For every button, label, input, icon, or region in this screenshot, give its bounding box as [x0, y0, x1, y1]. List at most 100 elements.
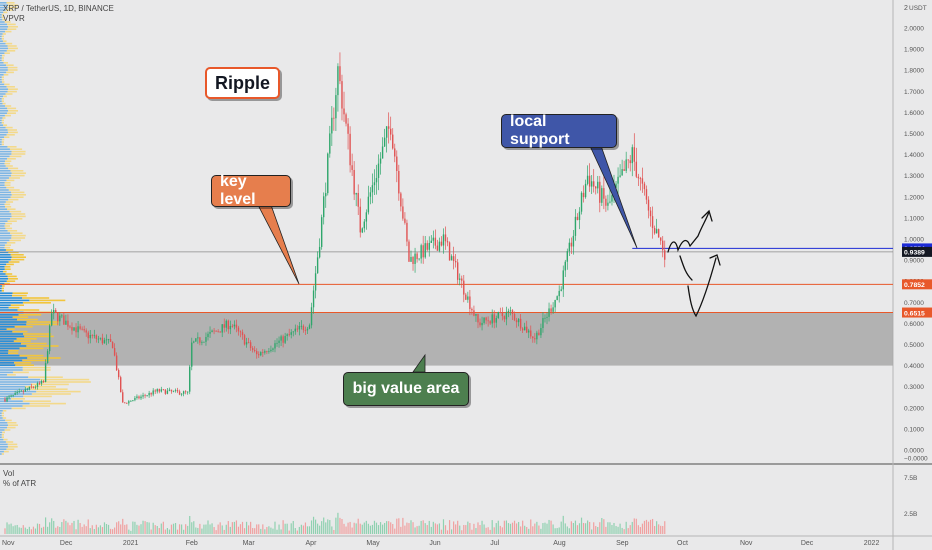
volume-bar — [436, 524, 438, 534]
vpvr-bar-up — [0, 362, 15, 364]
vpvr-bar-up — [0, 321, 27, 323]
vpvr-bar-down — [5, 9, 13, 11]
vpvr-bar-down — [3, 74, 9, 76]
vpvr-bar-up — [0, 405, 23, 407]
volume-bar — [576, 525, 579, 534]
vpvr-bar-up — [0, 167, 9, 170]
vpvr-bar-up — [0, 434, 2, 436]
volume-bar — [619, 523, 621, 534]
vpvr-bar-down — [11, 153, 26, 155]
price-axis-label: 1.6000 — [904, 110, 924, 117]
vpvr-bar-down — [7, 90, 17, 93]
volume-bar — [272, 528, 274, 534]
candle-body — [142, 395, 144, 397]
candle-body — [79, 326, 81, 329]
candle-body — [132, 400, 134, 402]
volume-bar — [556, 528, 558, 534]
vpvr-bar-up — [0, 376, 29, 378]
vpvr-bar-up — [0, 246, 5, 249]
vpvr-bar-down — [2, 117, 6, 119]
candle-body — [564, 261, 566, 271]
candle-body — [184, 391, 187, 393]
volume-bar — [505, 520, 508, 534]
vpvr-bar-up — [0, 107, 8, 110]
vpvr-bar-up — [0, 162, 5, 165]
vpvr-bar-down — [2, 18, 6, 21]
vpvr-bar-up — [0, 414, 2, 417]
volume-bar — [154, 525, 156, 534]
vpvr-bar-down — [22, 297, 50, 299]
candle-body — [653, 228, 656, 234]
volume-bar — [174, 522, 177, 534]
candle-body — [633, 147, 635, 162]
volume-bar — [266, 527, 268, 534]
vpvr-bar-up — [0, 86, 7, 88]
volume-bar — [595, 526, 597, 534]
candle-body — [302, 325, 305, 331]
vpvr-bar-up — [0, 369, 23, 371]
volume-bar — [375, 522, 378, 534]
volume-bar — [483, 524, 485, 534]
vpvr-bar-down — [17, 318, 38, 321]
vpvr-bar-down — [5, 441, 14, 443]
volume-bar — [16, 524, 18, 534]
vpvr-bar-up — [0, 40, 3, 42]
vpvr-bar-down — [3, 62, 9, 64]
volume-bar — [542, 523, 544, 534]
candle-body — [199, 337, 201, 343]
volume-bar — [107, 524, 110, 534]
price-axis-label: 0.0000 — [904, 448, 924, 455]
volume-bar — [300, 524, 302, 534]
vpvr-bar-down — [7, 422, 17, 424]
volume-bar — [229, 526, 231, 534]
candle-body — [361, 228, 363, 233]
vpvr-bar-down — [7, 66, 18, 69]
price-badge-label: 0.6515 — [904, 310, 925, 317]
vpvr-bar-up — [0, 254, 11, 256]
candle-body — [235, 324, 238, 328]
vpvr-bar-down — [5, 30, 12, 33]
vpvr-bar-down — [1, 76, 4, 78]
candle-body — [55, 309, 57, 313]
vpvr-bar-down — [5, 206, 12, 208]
vpvr-bar-up — [0, 357, 28, 359]
volume-bar — [355, 523, 357, 534]
candle-body — [203, 341, 205, 343]
candle-body — [645, 189, 648, 200]
candle-body — [146, 395, 148, 397]
volume-subtitle: % of ATR — [3, 479, 37, 488]
vpvr-bar-up — [0, 410, 3, 412]
volume-bar — [361, 524, 363, 534]
vpvr-bar-down — [21, 342, 47, 345]
volume-bar — [24, 527, 26, 534]
candle-body — [48, 325, 51, 352]
candle-body — [77, 326, 79, 333]
volume-bar — [166, 527, 168, 534]
candle-body — [42, 381, 45, 383]
vpvr-bar-up — [0, 38, 2, 40]
volume-bar — [453, 521, 455, 534]
candle-body — [491, 314, 493, 324]
candle-body — [408, 241, 410, 262]
vpvr-bar-up — [0, 237, 12, 239]
candle-body — [272, 348, 274, 350]
candle-body — [44, 363, 47, 383]
volume-bar — [528, 528, 530, 534]
volume-bar — [77, 519, 79, 534]
vpvr-bar-up — [0, 438, 4, 441]
volume-bar — [572, 523, 574, 534]
volume-bar — [294, 528, 296, 534]
indicator-label: VPVR — [3, 14, 25, 23]
volume-bar — [116, 522, 118, 534]
vpvr-bar-down — [8, 352, 19, 354]
vpvr-bar-down — [8, 167, 19, 170]
volume-bar — [540, 528, 542, 534]
volume-bar — [250, 521, 252, 534]
vpvr-bar-up — [0, 304, 11, 306]
vpvr-bar-up — [0, 342, 22, 345]
vpvr-bar-down — [8, 88, 18, 90]
key-level-callout: key level — [211, 173, 291, 208]
volume-bar — [402, 517, 404, 534]
volume-bar — [225, 524, 227, 534]
